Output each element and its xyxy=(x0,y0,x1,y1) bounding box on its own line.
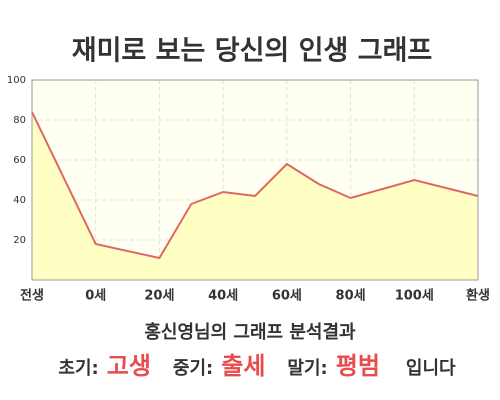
stage-label: 초기: xyxy=(58,358,99,379)
result-line: 초기: 고생 중기: 출세 말기: 평범 입니다 xyxy=(0,346,500,381)
line xyxy=(31,111,479,260)
stage-label: 중기: xyxy=(172,358,214,379)
x-tick-label: 100세 xyxy=(395,289,434,304)
x-tick-label: 0세 xyxy=(85,289,106,304)
x-tick-label: 20세 xyxy=(144,289,174,304)
chart: 재미로 보는 당신의 인생 그래프 20 40 60 80 100 전생 0세 20세 40세 6… xyxy=(7,36,490,304)
result-suffix: 입니다 xyxy=(405,358,456,379)
y-tick-label: 60 xyxy=(13,155,26,166)
x-tick-label: 40세 xyxy=(208,289,238,304)
y-tick-label: 40 xyxy=(13,195,26,206)
stage-value: 평범 xyxy=(335,352,380,380)
plot-border xyxy=(31,79,479,281)
x-tick-label: 60세 xyxy=(272,289,302,304)
result-title: 홍신영님의 그래프 분석결과 xyxy=(144,322,356,343)
x-tick-label: 80세 xyxy=(336,289,366,304)
chart-title: 재미로 보는 당신의 인생 그래프 xyxy=(72,36,433,67)
y-tick-label: 100 xyxy=(7,75,26,86)
stage-value: 고생 xyxy=(106,352,151,380)
x-tick-label: 환생 xyxy=(466,288,490,304)
y-tick-label: 80 xyxy=(13,115,26,126)
x-tick-label: 전생 xyxy=(20,288,44,304)
stage-label: 말기: xyxy=(287,358,328,379)
stage-value: 출세 xyxy=(221,352,266,380)
y-tick-label: 20 xyxy=(13,235,26,246)
